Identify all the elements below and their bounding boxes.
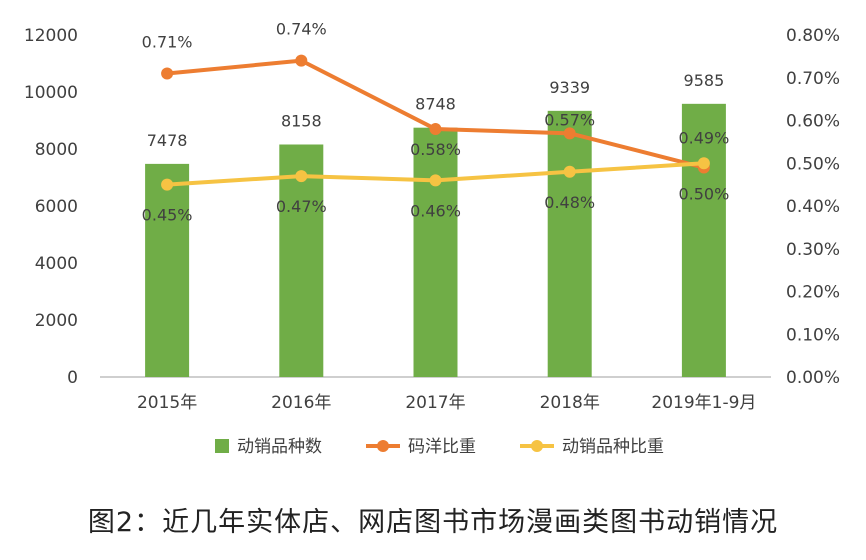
bar bbox=[279, 144, 324, 377]
series-point bbox=[429, 123, 442, 136]
y-left-tick-label: 8000 bbox=[35, 140, 78, 160]
y-left-tick-label: 4000 bbox=[35, 254, 78, 274]
y-right-tick-label: 0.20% bbox=[786, 283, 840, 303]
legend-swatch-marker bbox=[377, 440, 389, 452]
y-right-tick-label: 0.50% bbox=[786, 154, 840, 174]
y-right-tick-label: 0.30% bbox=[786, 240, 840, 260]
line-data-label: 0.46% bbox=[410, 201, 461, 220]
y-left-tick-label: 2000 bbox=[35, 311, 78, 331]
y-right-tick-label: 0.60% bbox=[786, 112, 840, 132]
x-tick-label: 2016年 bbox=[271, 393, 331, 413]
y-right-tick-label: 0.70% bbox=[786, 69, 840, 89]
series-point bbox=[697, 157, 710, 170]
data-labels: 7478 8158 8748 9339 9585 0.71% 0.74% 0.58% 0.57%… bbox=[142, 20, 730, 225]
series-point bbox=[161, 178, 174, 191]
bar-series bbox=[145, 103, 726, 377]
y-right-tick-label: 0.00% bbox=[786, 368, 840, 388]
y-right-tick-label: 0.80% bbox=[786, 26, 840, 46]
bar-data-label: 9339 bbox=[549, 78, 590, 97]
line-data-label: 0.74% bbox=[276, 20, 327, 39]
bar bbox=[413, 127, 458, 377]
legend-label: 动销品种数 bbox=[237, 437, 322, 457]
x-tick-label: 2015年 bbox=[137, 393, 197, 413]
line-data-label: 0.47% bbox=[276, 197, 327, 216]
series-point bbox=[563, 165, 576, 178]
axes: 0 2000 4000 6000 8000 10000 12000 0.00% 0.10% 0.2… bbox=[24, 26, 840, 413]
bar-data-label: 8158 bbox=[281, 111, 322, 130]
legend-swatch-bar bbox=[215, 439, 229, 453]
y-right-tick-label: 0.40% bbox=[786, 197, 840, 217]
y-left-tick-label: 6000 bbox=[35, 197, 78, 217]
x-tick-label: 2017年 bbox=[405, 393, 465, 413]
line-data-label: 0.49% bbox=[678, 129, 729, 148]
line-data-label: 0.71% bbox=[142, 32, 193, 51]
series-point bbox=[295, 170, 308, 183]
line-data-label: 0.45% bbox=[142, 206, 193, 225]
y-left-tick-label: 0 bbox=[67, 368, 78, 388]
figure-caption: 图2：近几年实体店、网店图书市场漫画类图书动销情况 bbox=[87, 507, 779, 538]
y-left-tick-label: 12000 bbox=[24, 26, 78, 46]
legend-label: 码洋比重 bbox=[408, 437, 476, 457]
bar bbox=[145, 163, 190, 377]
bar-data-label: 9585 bbox=[684, 71, 725, 90]
line-data-label: 0.48% bbox=[544, 193, 595, 212]
legend: 动销品种数 码洋比重 动销品种比重 bbox=[215, 437, 664, 457]
bar-data-label: 7478 bbox=[147, 131, 188, 150]
y-left-tick-label: 10000 bbox=[24, 83, 78, 103]
bar bbox=[547, 110, 592, 377]
y-right-tick-label: 0.10% bbox=[786, 325, 840, 345]
series-point bbox=[563, 127, 576, 140]
series-point bbox=[161, 67, 174, 80]
series-point bbox=[429, 174, 442, 187]
legend-label: 动销品种比重 bbox=[562, 437, 664, 457]
legend-swatch-marker bbox=[531, 440, 543, 452]
line-data-label: 0.58% bbox=[410, 140, 461, 159]
combo-chart: 0 2000 4000 6000 8000 10000 12000 0.00% 0.10% 0.2… bbox=[24, 20, 840, 457]
x-tick-label: 2018年 bbox=[540, 393, 600, 413]
x-tick-label: 2019年1-9月 bbox=[651, 393, 756, 413]
series-point bbox=[295, 54, 308, 67]
line-data-label: 0.57% bbox=[544, 110, 595, 129]
bar-data-label: 8748 bbox=[415, 95, 456, 114]
line-series bbox=[161, 54, 710, 191]
bar bbox=[681, 103, 726, 377]
line-data-label: 0.50% bbox=[678, 184, 729, 203]
